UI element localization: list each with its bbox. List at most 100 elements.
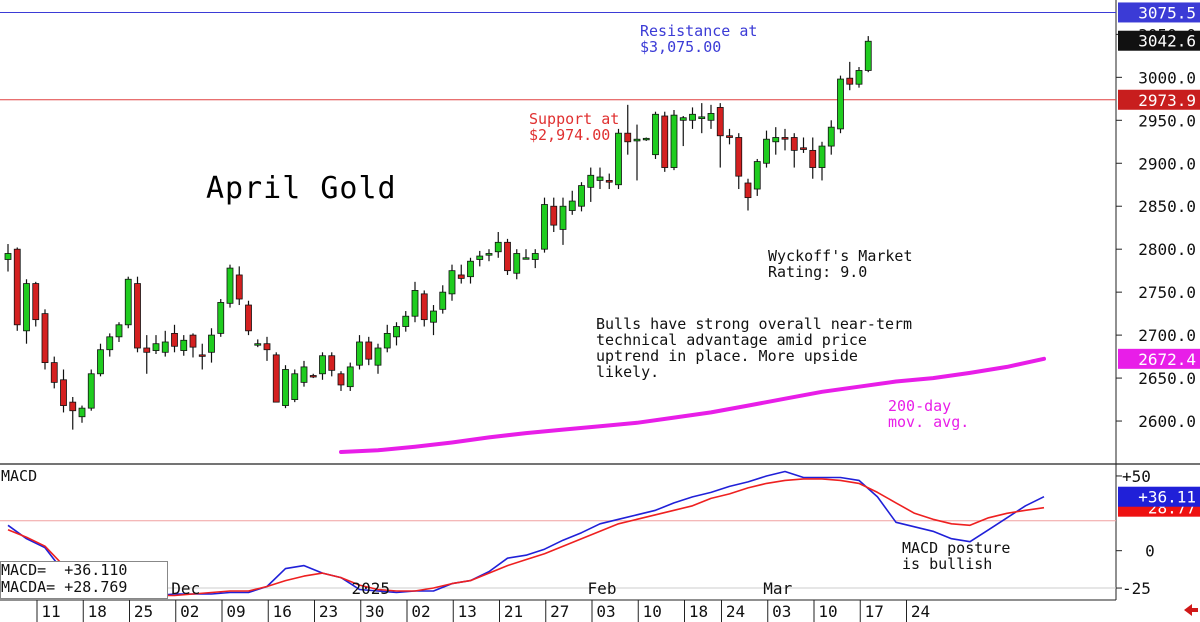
candle — [291, 369, 299, 403]
candle-body — [809, 149, 817, 168]
candle-body — [208, 334, 215, 353]
candle — [309, 373, 317, 379]
candle — [180, 335, 188, 356]
candle-body — [707, 113, 715, 121]
candle — [245, 300, 252, 336]
x-tick-label: 02 — [180, 602, 199, 621]
candle — [744, 178, 752, 211]
x-tick-label: 03 — [772, 602, 791, 621]
candle — [679, 116, 687, 147]
candle — [726, 128, 733, 145]
candle — [448, 264, 456, 301]
candle — [698, 103, 706, 134]
candle — [356, 335, 363, 370]
candle — [689, 107, 696, 129]
candle-body — [374, 347, 382, 366]
support-note-line1: Support at — [529, 110, 620, 128]
candle — [541, 197, 548, 253]
candle-body — [661, 115, 669, 168]
candle-body — [4, 253, 12, 260]
candle-body — [263, 343, 271, 351]
candle-body — [605, 180, 613, 183]
candle-body — [633, 138, 641, 142]
candle — [78, 405, 86, 423]
candle — [420, 290, 428, 327]
candle — [300, 360, 308, 387]
candle-body — [652, 113, 659, 156]
candle-body — [837, 78, 844, 130]
candle-body — [541, 204, 548, 250]
candle-body — [106, 336, 114, 351]
candle-body — [337, 373, 345, 386]
support-price-tag: 2973.9 — [1138, 91, 1196, 110]
x-tick-label: 30 — [365, 602, 384, 621]
candle-body — [319, 355, 326, 375]
candle — [735, 133, 743, 190]
candle — [818, 141, 826, 181]
ma-note-line2: mov. avg. — [888, 413, 970, 431]
candle-body — [790, 137, 798, 151]
candle — [476, 250, 484, 267]
macd-value-tag: +36.11 — [1138, 488, 1196, 507]
candle — [707, 104, 715, 129]
candle — [383, 324, 391, 353]
x-tick-label: 18 — [88, 602, 107, 621]
candle — [32, 281, 40, 327]
candle — [69, 396, 77, 430]
candle — [800, 137, 807, 153]
candle-body — [254, 343, 262, 346]
candle-body — [143, 347, 151, 353]
price-tick-label: 2700.0 — [1138, 326, 1196, 345]
x-month-label: 2025 — [351, 579, 390, 598]
ma-price-tag: 2672.4 — [1138, 350, 1196, 369]
candle-body — [346, 366, 354, 388]
candle-body — [69, 401, 77, 412]
candle-body — [448, 270, 456, 295]
macd-posture-line1: MACD posture — [902, 539, 1011, 557]
price-tick-label: 2900.0 — [1138, 154, 1196, 173]
bulls-note-line3: uptrend in place. More upside — [596, 347, 858, 365]
macd-tick-label: 0 — [1145, 542, 1155, 561]
candle — [365, 336, 373, 366]
candle-body — [559, 205, 567, 230]
x-month-label: Feb — [588, 579, 617, 598]
candle — [624, 104, 632, 155]
candle-body — [504, 241, 511, 272]
candle-body — [531, 253, 539, 260]
candle-body — [522, 257, 530, 260]
candle — [337, 371, 345, 391]
x-tick-label: 11 — [41, 602, 60, 621]
candle-body — [485, 253, 493, 256]
candle-body — [596, 176, 604, 181]
moving-average-200-line — [339, 356, 1046, 454]
x-tick-label: 23 — [319, 602, 338, 621]
candle — [272, 352, 280, 403]
candle — [809, 137, 817, 179]
x-tick-label: 03 — [596, 602, 615, 621]
support-price-tag-bg — [1118, 89, 1200, 110]
price-tick-label: 2800.0 — [1138, 240, 1196, 259]
candle — [716, 103, 724, 168]
candle-body — [763, 138, 770, 164]
candle-body — [134, 283, 141, 349]
candle — [13, 247, 21, 331]
candle-body — [171, 332, 178, 347]
price-tick-label: 2850.0 — [1138, 197, 1196, 216]
candle-body — [152, 343, 160, 351]
candle — [513, 249, 521, 280]
candle-body — [726, 135, 733, 138]
candle-body — [624, 132, 632, 143]
x-tick-label: 02 — [411, 602, 430, 621]
candle — [772, 127, 780, 155]
candle — [781, 128, 789, 151]
candle — [615, 128, 622, 190]
price-tick-label: 2950.0 — [1138, 111, 1196, 130]
candle — [531, 249, 539, 269]
candle-body — [300, 366, 308, 383]
ma-note-line1: 200-day — [888, 397, 952, 415]
candle — [143, 335, 151, 374]
candle — [504, 238, 511, 275]
candle — [559, 197, 567, 245]
candle — [846, 61, 854, 91]
